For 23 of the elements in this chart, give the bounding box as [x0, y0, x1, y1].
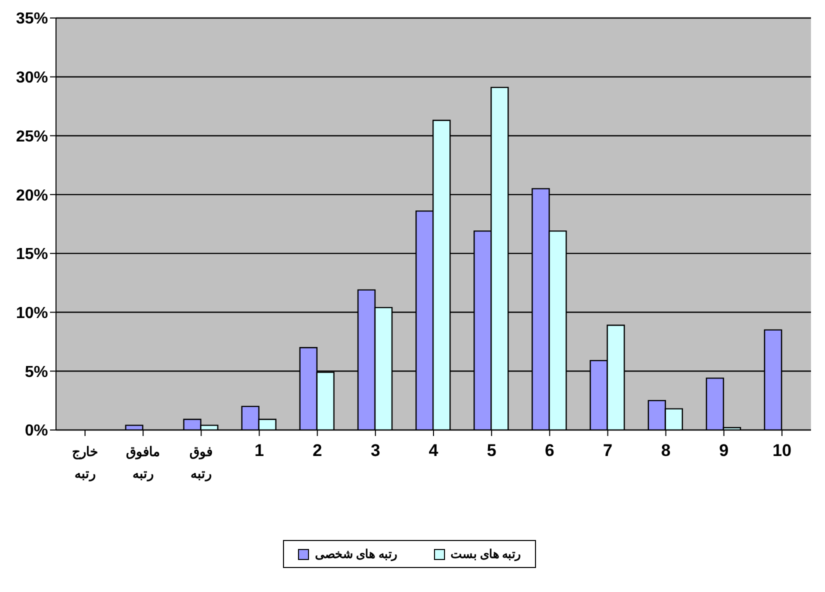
x-tick-label: 2 — [312, 441, 322, 460]
x-tick-label: 10 — [772, 441, 792, 460]
legend-label: رتبه های شخصی — [314, 547, 398, 561]
x-tick-label: 6 — [544, 441, 554, 460]
y-tick-label: 15% — [16, 246, 48, 264]
x-tick-label: خارج رتبه — [72, 444, 98, 482]
y-tick-label: 30% — [16, 70, 48, 87]
x-tick-label: 5 — [486, 441, 496, 460]
y-tick-label: 0% — [24, 422, 48, 440]
x-tick-label: 4 — [428, 441, 439, 460]
x-tick-label: 7 — [602, 441, 612, 460]
y-tick-label: 20% — [16, 187, 48, 204]
x-tick-label: 1 — [254, 441, 264, 460]
x-tick-label: 8 — [661, 441, 671, 460]
x-tick-label: مافوق رتبه — [126, 444, 160, 482]
y-tick-label: 10% — [16, 304, 48, 322]
x-tick-label: 9 — [719, 441, 729, 460]
x-tick-label: فوق رتبه — [190, 444, 213, 482]
legend-label: رتبه های بست — [450, 547, 522, 561]
y-tick-label: 25% — [16, 128, 48, 146]
y-tick-label: 5% — [24, 364, 48, 381]
y-tick-label: 35% — [16, 10, 48, 28]
x-tick-label: 3 — [370, 441, 380, 460]
